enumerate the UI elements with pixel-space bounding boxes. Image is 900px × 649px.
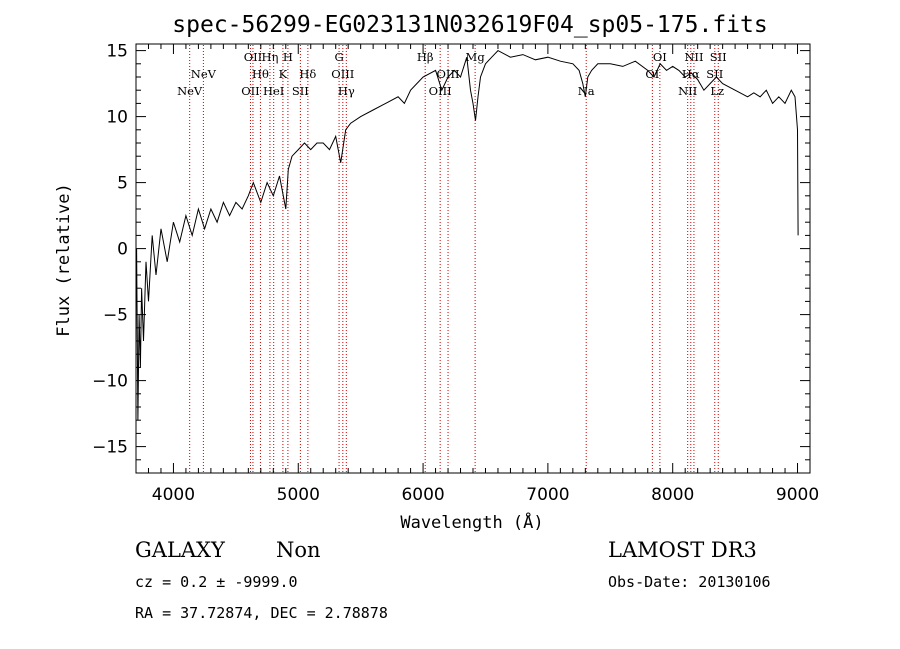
line-label-2: OII xyxy=(241,84,260,98)
line-label-19: OI xyxy=(645,67,659,81)
line-label-11: G xyxy=(334,50,343,64)
line-label-20: OI xyxy=(653,50,667,64)
line-label-13: Hγ xyxy=(338,84,355,98)
line-label-24: SII xyxy=(706,67,723,81)
line-label-21: NII xyxy=(678,84,697,98)
line-label-3: OII xyxy=(244,50,263,64)
line-label-extra-0: Lz xyxy=(710,84,724,98)
y-tick-label-5: 5 xyxy=(117,174,128,194)
x-tick-label-8000: 8000 xyxy=(651,485,694,505)
spectrum-line xyxy=(136,49,799,421)
line-label-17: Mg xyxy=(466,50,486,64)
line-label-8: H xyxy=(283,50,293,64)
line-label-23: NII xyxy=(684,50,703,64)
survey-name: LAMOST DR3 xyxy=(608,538,757,562)
x-axis-ticks: 4000 5000 6000 7000 8000 9000 xyxy=(147,44,819,505)
coordinates: RA = 37.72874, DEC = 2.78878 xyxy=(135,604,388,622)
y-tick-label-15: 15 xyxy=(106,42,128,62)
x-tick-label-6000: 6000 xyxy=(401,485,444,505)
redshift-cz: cz = 0.2 ± -9999.0 xyxy=(135,573,298,591)
y-tick-label-0: 0 xyxy=(117,240,128,260)
line-label-7: K xyxy=(279,67,288,81)
line-label-15: OIII xyxy=(429,84,452,98)
chart-title: spec-56299-EG023131N032619F04_sp05-175.f… xyxy=(172,12,767,38)
emission-line-markers xyxy=(189,45,719,472)
line-label-16: OIII xyxy=(437,67,460,81)
y-tick-label-10: 10 xyxy=(106,108,128,128)
x-tick-label-7000: 7000 xyxy=(526,485,569,505)
line-label-4: Hθ xyxy=(252,67,269,81)
plot-frame xyxy=(135,43,811,474)
y-tick-label--5: −5 xyxy=(103,306,128,326)
observation-date: Obs-Date: 20130106 xyxy=(608,573,771,591)
spectrum-chart: spec-56299-EG023131N032619F04_sp05-175.f… xyxy=(54,12,819,533)
line-label-0: NeV xyxy=(177,84,203,98)
line-label-1: NeV xyxy=(191,67,217,81)
y-tick-label--15: −15 xyxy=(92,438,128,458)
x-axis-title: Wavelength (Å) xyxy=(400,511,543,533)
object-class: GALAXY xyxy=(135,538,225,562)
emission-line-labels: NeVNeVOIIOIIHθHηHeIKHSIIHδGOIIIHγHβOIIIO… xyxy=(177,50,727,98)
line-label-5: Hη xyxy=(261,50,278,64)
line-label-9: SII xyxy=(292,84,309,98)
x-tick-label-4000: 4000 xyxy=(152,485,195,505)
y-axis-title: Flux (relative) xyxy=(54,183,74,337)
y-axis-ticks: −15 −10 −5 0 5 10 15 xyxy=(92,42,810,461)
line-label-6: HeI xyxy=(263,84,284,98)
line-label-25: SII xyxy=(710,50,727,64)
line-label-12: OIII xyxy=(331,67,354,81)
line-label-10: Hδ xyxy=(299,67,316,81)
y-tick-label--10: −10 xyxy=(92,372,128,392)
object-subclass: Non xyxy=(276,538,321,562)
line-label-14: Hβ xyxy=(417,50,434,64)
x-tick-label-5000: 5000 xyxy=(277,485,320,505)
x-tick-label-9000: 9000 xyxy=(776,485,819,505)
